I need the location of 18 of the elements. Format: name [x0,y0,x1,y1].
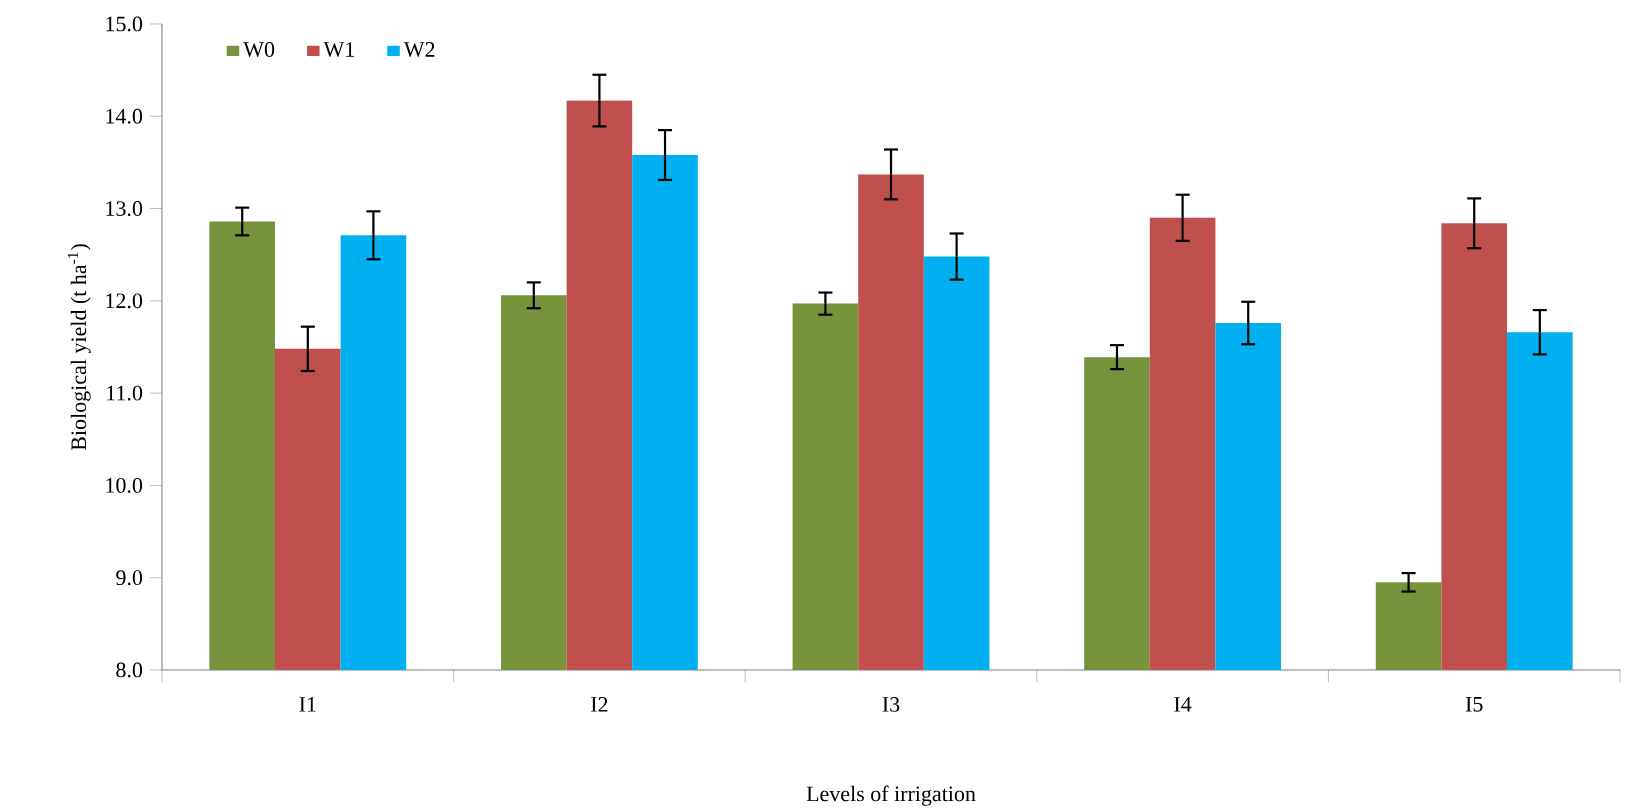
y-tick-label: 13.0 [106,200,143,216]
y-tick-label: 9.0 [116,570,143,585]
y-tick-label: 8.0 [116,662,143,678]
x-tick-label: I2 [591,696,608,712]
x-tick-label: I1 [299,696,316,712]
y-tick-label: 15.0 [106,16,143,32]
legend-label: W0 [243,41,275,57]
x-axis-title: Levels of irrigation [806,785,976,806]
y-tick-label: 11.0 [107,385,143,401]
legend-label: W1 [323,41,354,57]
y-tick-label: 10.0 [106,477,143,493]
legend-label: W2 [403,41,435,57]
y-axis-title: Biological yield (t ha$^{-1}$) [67,243,91,450]
y-tick-label: 12.0 [106,293,143,309]
y-tick-label: 14.0 [106,108,143,124]
x-tick-label: I5 [1465,696,1483,712]
x-tick-label: I4 [1174,696,1192,712]
x-tick-label: I3 [882,696,900,712]
